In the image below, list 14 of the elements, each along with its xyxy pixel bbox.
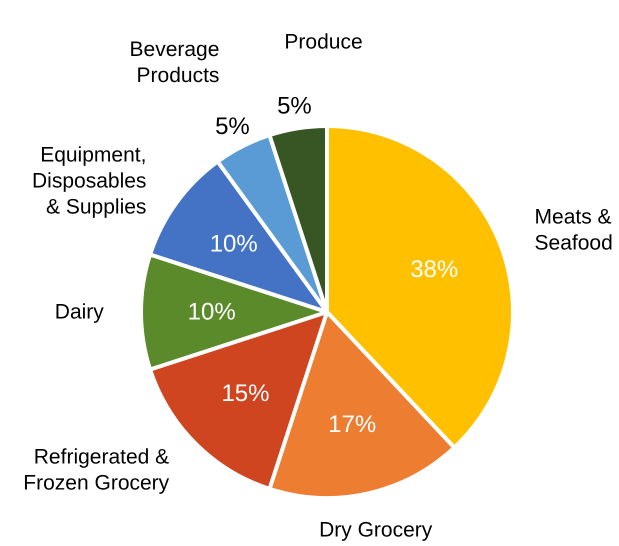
slice-label: Produce [284, 30, 363, 54]
data-label: 38% [410, 256, 458, 284]
data-label: 15% [221, 380, 270, 408]
slice-label: Dry Grocery [319, 518, 433, 542]
data-label: 17% [328, 411, 376, 438]
slice-label: Dairy [54, 300, 104, 324]
data-label: 5% [215, 112, 250, 140]
data-label: 5% [277, 92, 312, 120]
data-label: 10% [188, 298, 236, 326]
slice-label: Equipment, Disposables & Supplies [32, 143, 146, 218]
slice-label: Refrigerated & Frozen Grocery [23, 445, 170, 494]
slice-label: Beverage Products [130, 38, 220, 87]
slice-label: Meats & Seafood [534, 205, 613, 254]
data-label: 10% [210, 230, 258, 258]
